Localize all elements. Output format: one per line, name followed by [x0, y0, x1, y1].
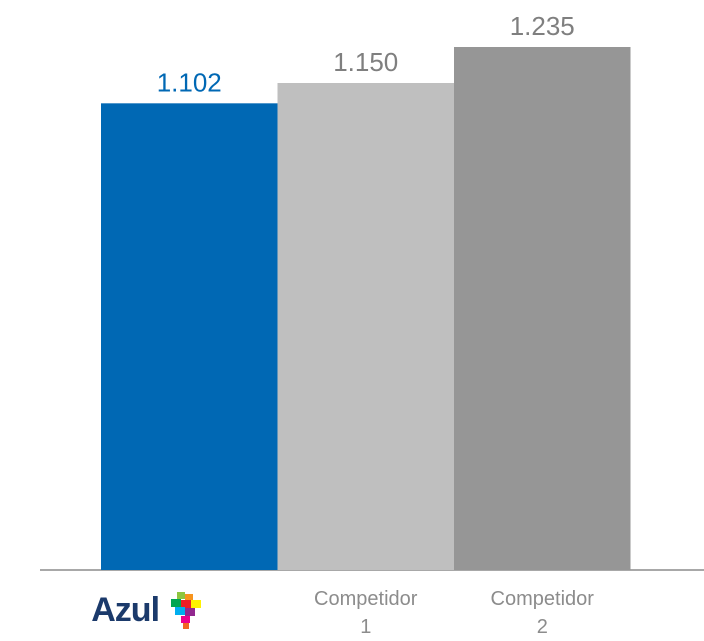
azul-logo: Azul: [91, 590, 203, 630]
bar: [101, 103, 278, 571]
category-label: Competidor 2: [490, 588, 594, 638]
value-label: 1.150: [333, 47, 398, 77]
logo-icon: [171, 592, 202, 629]
category-label: Azul: [91, 590, 160, 629]
value-label: 1.102: [157, 67, 222, 97]
category-label: Competidor 1: [314, 588, 418, 638]
bar: [454, 47, 631, 570]
bar: [277, 82, 454, 571]
value-label: 1.235: [510, 11, 575, 41]
